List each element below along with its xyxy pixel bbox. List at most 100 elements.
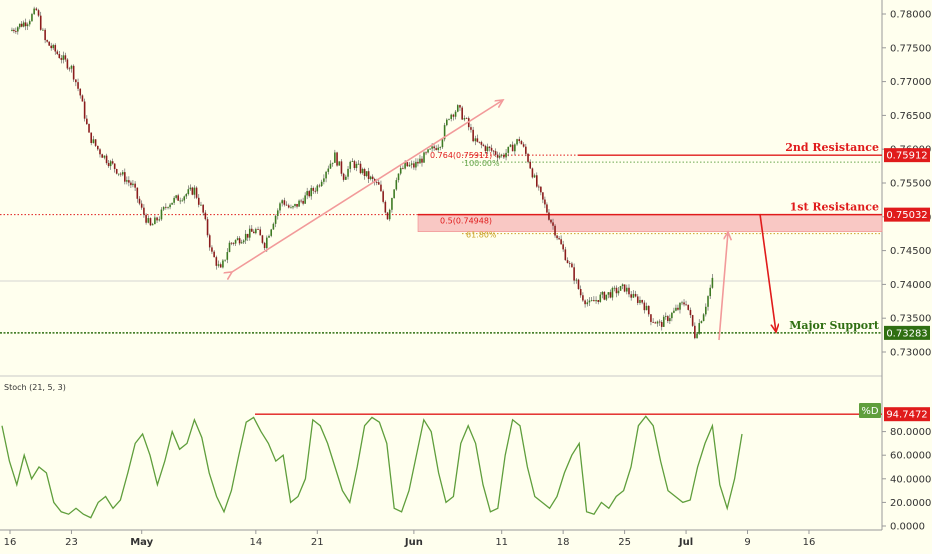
candle-body	[696, 333, 698, 339]
candle-body	[511, 144, 514, 152]
candle-body	[206, 219, 209, 236]
candle-body	[195, 187, 198, 198]
candle-body	[568, 263, 571, 264]
candle-body	[17, 27, 19, 32]
candle-body	[312, 187, 315, 191]
stoch-tick-label: 20.0000	[890, 498, 931, 509]
candle-body	[399, 167, 402, 174]
candle-body	[290, 207, 292, 209]
candle-body	[349, 161, 352, 169]
candle-body	[408, 164, 411, 167]
price-tick-label: 0.77500	[890, 43, 931, 54]
candle-body	[160, 209, 163, 220]
candle-body	[66, 59, 69, 69]
candle-body	[590, 300, 593, 301]
candle-body	[393, 189, 395, 199]
candle-body	[22, 22, 25, 27]
candle-body	[62, 55, 65, 60]
candle-body	[200, 204, 202, 206]
candle-body	[395, 180, 398, 190]
candle-body	[439, 147, 442, 148]
candle-body	[42, 29, 44, 31]
candle-body	[628, 287, 630, 295]
candle-body	[336, 152, 338, 166]
candle-body	[266, 237, 268, 249]
candle-body	[75, 79, 77, 83]
candle-body	[579, 289, 582, 296]
label-2nd-resistance: 2nd Resistance	[785, 141, 879, 154]
candle-body	[323, 178, 325, 182]
candle-body	[632, 293, 635, 298]
candle-body	[149, 218, 152, 226]
candle-body	[329, 163, 332, 169]
time-tick-label: 9	[744, 537, 750, 548]
fib-label: 61.80%	[466, 231, 497, 240]
candle-body	[173, 197, 175, 203]
candle-body	[413, 163, 415, 168]
candle-body	[514, 144, 516, 152]
candle-body	[538, 186, 540, 188]
candle-body	[88, 124, 90, 133]
candle-body	[542, 192, 544, 200]
stoch-legend-label: %D	[861, 406, 879, 417]
candle-body	[50, 45, 52, 49]
candle-body	[486, 146, 489, 152]
price-pane	[0, 0, 882, 375]
candle-body	[72, 65, 75, 80]
candle-body	[707, 296, 709, 307]
candle-body	[496, 154, 499, 158]
candle-body	[204, 212, 207, 220]
candle-body	[279, 203, 281, 211]
candle-body	[177, 195, 179, 201]
candle-body	[345, 176, 347, 180]
candle-body	[361, 169, 364, 174]
candle-body	[70, 65, 73, 69]
candle-body	[641, 299, 643, 303]
candle-body	[54, 45, 57, 52]
time-tick-label: Jul	[678, 537, 693, 548]
candle-body	[645, 305, 648, 311]
candle-body	[480, 142, 483, 145]
candle-body	[134, 183, 136, 188]
time-tick-label: May	[130, 537, 153, 548]
candle-body	[658, 321, 661, 323]
candle-body	[187, 189, 190, 194]
candle-body	[31, 14, 33, 22]
candle-body	[605, 294, 608, 300]
candle-body	[675, 307, 677, 311]
candle-body	[371, 176, 374, 179]
candle-body	[465, 118, 468, 119]
candle-body	[664, 316, 667, 317]
candle-body	[423, 152, 425, 163]
candle-body	[334, 152, 336, 163]
candle-body	[584, 300, 586, 305]
candle-body	[253, 231, 255, 234]
candle-body	[490, 147, 493, 151]
candle-body	[316, 185, 319, 192]
price-badge-2nd-resistance: 0.75912	[886, 151, 927, 162]
candle-body	[77, 82, 79, 89]
candle-body	[705, 306, 707, 315]
candle-body	[318, 185, 321, 187]
candle-body	[175, 195, 177, 198]
candle-body	[11, 29, 13, 31]
candle-body	[375, 182, 378, 183]
candle-body	[294, 203, 296, 207]
candle-body	[39, 15, 42, 30]
candle-body	[181, 200, 184, 202]
fib-label: 100.00%	[464, 159, 500, 168]
candle-body	[117, 173, 120, 175]
candle-body	[564, 249, 567, 261]
candle-body	[136, 187, 139, 199]
red-target-arrow	[759, 213, 776, 332]
candle-body	[154, 217, 156, 225]
candle-body	[276, 210, 279, 216]
candle-body	[208, 235, 211, 248]
candle-body	[621, 284, 624, 287]
candle-body	[472, 129, 474, 142]
candle-body	[588, 300, 591, 303]
candle-body	[281, 200, 283, 204]
candle-body	[459, 105, 461, 108]
candle-body	[546, 204, 548, 213]
candle-body	[285, 204, 288, 206]
